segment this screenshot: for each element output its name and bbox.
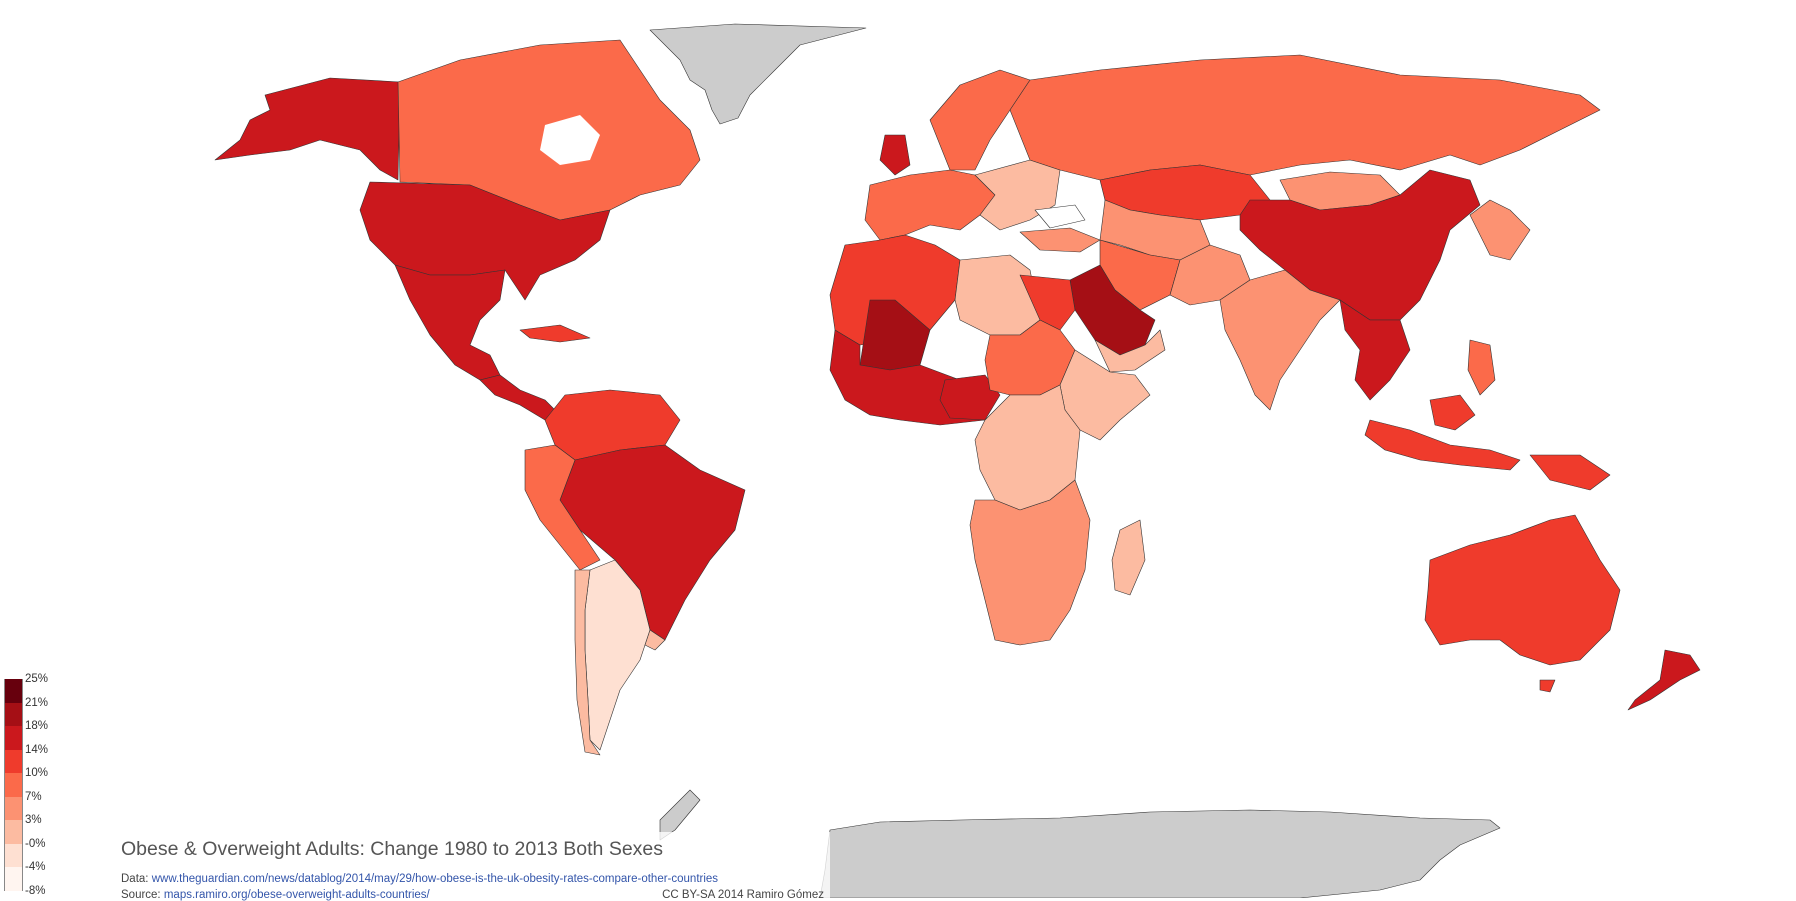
- legend-swatch: [4, 843, 23, 867]
- data-line: Data: www.theguardian.com/news/datablog/…: [121, 873, 718, 885]
- legend-label: 14%: [25, 743, 49, 756]
- legend-swatch: [4, 702, 23, 726]
- legend-label: 21%: [25, 696, 49, 709]
- australia: [1424, 514, 1621, 666]
- legend-label: -0%: [25, 837, 46, 850]
- egypt: [1019, 274, 1076, 331]
- legend-label: -8%: [25, 884, 46, 897]
- philippines: [1467, 339, 1496, 396]
- legend-label: 3%: [25, 814, 42, 826]
- legend-swatch: [4, 796, 23, 820]
- legend-swatch: [4, 749, 23, 773]
- legend-swatch: [4, 773, 23, 797]
- uruguay: [644, 629, 666, 651]
- legend-label: 10%: [25, 767, 49, 779]
- source-link[interactable]: maps.ramiro.org/obese-overweight-adults-…: [163, 889, 430, 901]
- legend-swatch: [4, 679, 23, 703]
- legend-label: 25%: [25, 673, 49, 685]
- southern-africa: [969, 479, 1091, 646]
- turkey: [1019, 227, 1101, 253]
- alaska: [214, 77, 401, 181]
- map-title: Obese & Overweight Adults: Change 1980 t…: [121, 838, 664, 860]
- saudi-arabia: [1069, 264, 1156, 356]
- yemen-oman: [1094, 329, 1166, 373]
- legend-swatch: [4, 820, 23, 844]
- scandinavia: [929, 69, 1031, 171]
- borneo: [1429, 394, 1476, 431]
- credit-text: CC BY-SA 2014 Ramiro Gómez: [662, 889, 824, 901]
- north-africa-west: [829, 234, 961, 346]
- tasmania: [1539, 679, 1556, 693]
- uk: [879, 134, 911, 176]
- data-link[interactable]: www.theguardian.com/news/datablog/2014/m…: [151, 873, 719, 885]
- madagascar: [1111, 519, 1146, 596]
- central-america: [479, 374, 561, 421]
- new-zealand: [1627, 649, 1701, 711]
- korea-japan: [1469, 199, 1531, 261]
- caption-box: Obese & Overweight Adults: Change 1980 t…: [110, 832, 830, 901]
- antarctica: [819, 809, 1501, 898]
- brazil: [559, 444, 746, 641]
- legend-label: 18%: [25, 720, 49, 732]
- united-states: [359, 181, 611, 301]
- libya-egypt-region: [954, 254, 1041, 336]
- western-europe: [864, 169, 996, 241]
- legend: 25% 21% 18% 14% 10% 7% 3% -0% -4% -8%: [4, 673, 64, 897]
- india: [1219, 269, 1341, 411]
- southeast-asia: [1339, 299, 1411, 401]
- china: [1239, 169, 1481, 321]
- chile: [574, 569, 601, 756]
- indonesia: [1364, 419, 1521, 471]
- papua: [1529, 454, 1611, 491]
- legend-swatch: [4, 726, 23, 750]
- russia: [1009, 54, 1601, 181]
- hudson-bay: [540, 115, 600, 165]
- black-sea: [1034, 204, 1086, 229]
- cuba: [519, 324, 591, 343]
- source-prefix: Source:: [121, 889, 161, 901]
- peru-bolivia: [524, 444, 601, 571]
- greenland: [649, 23, 867, 125]
- legend-label: -4%: [25, 861, 46, 873]
- legend-swatch: [4, 867, 23, 891]
- mexico: [394, 264, 506, 381]
- source-line: Source: maps.ramiro.org/obese-overweight…: [121, 889, 430, 901]
- legend-label: 7%: [25, 790, 42, 803]
- data-prefix: Data:: [121, 873, 149, 885]
